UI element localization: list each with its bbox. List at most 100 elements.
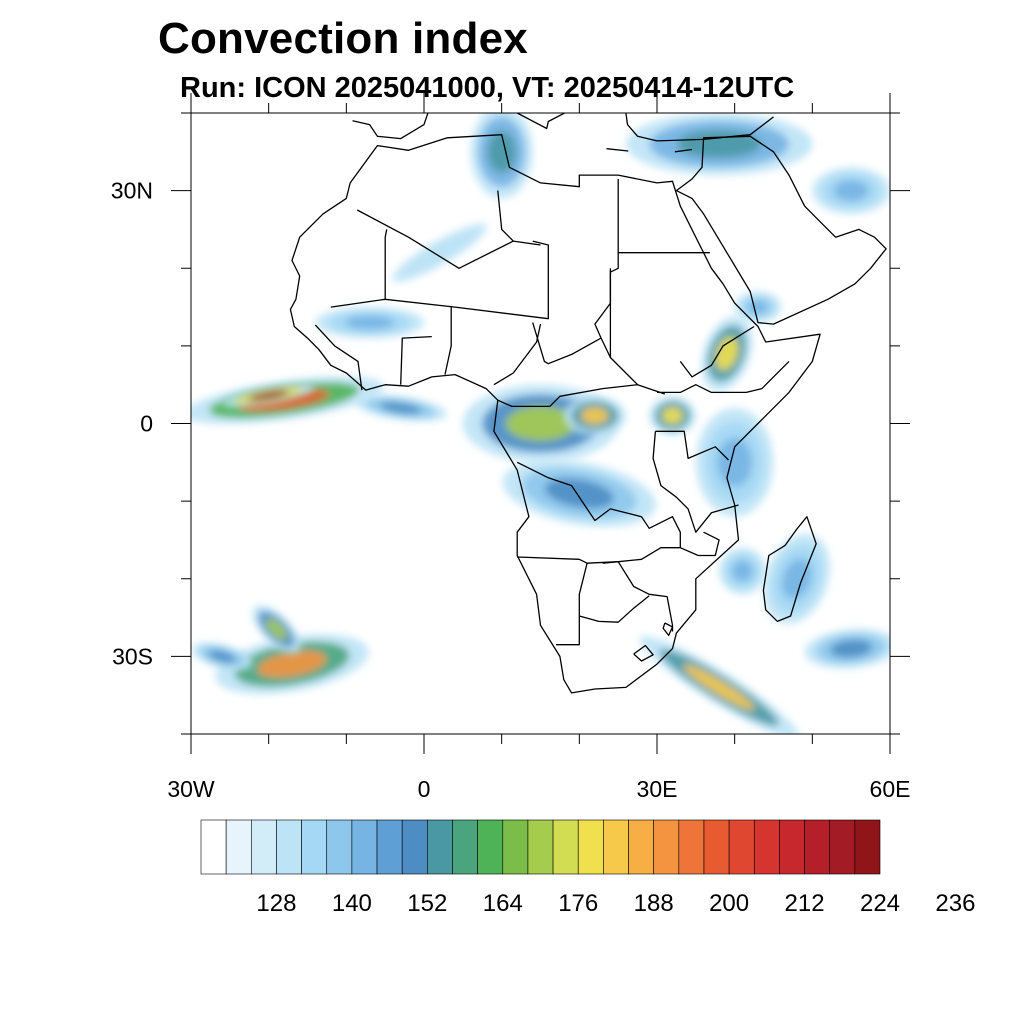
country-border — [497, 399, 550, 408]
colorbar-label: 164 — [483, 890, 523, 917]
coastline-arabia — [675, 135, 887, 325]
coastline-cyprus — [674, 148, 693, 153]
country-border — [662, 622, 674, 637]
colorbar-swatch — [829, 819, 856, 875]
country-border — [549, 384, 638, 407]
field-mozambique-channel — [719, 547, 766, 595]
lon-tick-label: 30E — [637, 776, 678, 802]
country-border — [497, 190, 514, 242]
colorbar-swatch — [527, 819, 554, 875]
lon-tick-label: 30W — [167, 776, 215, 802]
lat-tick-label: 30N — [111, 178, 153, 204]
colorbar-swatch — [653, 819, 680, 875]
field-lake-victoria — [649, 396, 696, 436]
colorbar-label: 236 — [935, 890, 975, 917]
colorbar-swatch — [703, 819, 730, 875]
colorbar-swatch — [376, 819, 403, 875]
field-mediterranean-east — [625, 113, 813, 176]
field-east-africa-coast — [695, 407, 774, 517]
country-border — [356, 209, 541, 269]
field-south-atlantic-storm — [215, 634, 369, 695]
colorbar-swatch — [728, 819, 755, 875]
page-subtitle: Run: ICON 2025041000, VT: 20250414-12UTC — [180, 72, 795, 104]
field-arabia-southeast — [812, 167, 890, 214]
field-equatorial-atlantic-tail — [354, 394, 447, 422]
country-border — [400, 335, 432, 385]
country-border — [594, 179, 666, 395]
colorbar-swatch — [552, 819, 579, 875]
colorbar-swatch — [452, 819, 478, 875]
axis-ticks: 30N 0 30S 30W 0 30E 60E — [111, 93, 911, 802]
colorbar-swatch — [477, 819, 504, 875]
country-border — [532, 322, 602, 365]
field-southern-africa-front — [639, 636, 799, 734]
colorbar-swatch — [427, 819, 453, 875]
field-sahara-streak — [392, 223, 487, 282]
colorbar-swatch — [351, 819, 378, 875]
field-south-indian-ocean — [804, 628, 890, 669]
country-border — [617, 561, 674, 632]
field-west-africa-coast — [315, 307, 424, 339]
coastline-madagascar — [762, 516, 817, 623]
field-yemen — [734, 291, 782, 323]
colorbar-swatch — [401, 819, 428, 875]
country-border — [657, 360, 790, 394]
field-equatorial-atlantic-core — [222, 383, 315, 408]
country-border — [556, 563, 588, 646]
colorbar-swatch — [779, 819, 805, 875]
colorbar-swatch — [678, 819, 705, 875]
country-border — [517, 556, 619, 564]
coastline-turkey — [625, 113, 774, 142]
field-south-atlantic-west — [191, 642, 253, 671]
colorbar-swatch — [804, 819, 831, 875]
country-border — [633, 644, 654, 662]
colorbar-label: 200 — [709, 890, 749, 917]
country-border — [314, 324, 363, 391]
country-border — [652, 431, 739, 533]
field-north-africa-plume — [470, 113, 533, 199]
colorbar-label: 212 — [785, 890, 825, 917]
colorbar-swatch — [577, 819, 604, 875]
colorbar-swatch — [753, 819, 780, 875]
country-borders — [289, 113, 887, 694]
field-central-africa-south — [502, 459, 657, 527]
country-border — [444, 307, 452, 375]
colorbar-swatch — [301, 819, 328, 875]
colorbar-label: 128 — [256, 890, 296, 917]
lat-tick-label: 0 — [140, 411, 153, 437]
lat-tick-label: 30S — [112, 643, 153, 669]
country-border — [680, 531, 720, 557]
colorbar-label: 224 — [860, 890, 900, 917]
page-title: Convection index — [158, 14, 528, 63]
coastline-crete — [606, 148, 629, 152]
country-border — [493, 323, 542, 386]
colorbar-swatch — [276, 819, 302, 875]
field-south-atlantic-arm — [252, 605, 301, 654]
country-border — [330, 240, 549, 320]
colorbar-swatch — [200, 819, 227, 875]
colorbar-label: 140 — [332, 890, 372, 917]
colorbar-label: 188 — [634, 890, 674, 917]
country-border — [655, 430, 729, 461]
field-congo-east — [563, 396, 626, 436]
colorbar: 128 140 152 164 176 188 200 212 224 236 — [200, 819, 975, 917]
colorbar-swatch — [225, 819, 252, 875]
coastline-italy — [516, 113, 567, 130]
lon-tick-label: 60E — [870, 776, 911, 802]
colorbar-label: 152 — [407, 890, 447, 917]
lon-tick-label: 0 — [418, 776, 431, 802]
country-border — [516, 461, 681, 564]
country-border — [579, 595, 650, 623]
country-border — [384, 229, 388, 300]
colorbar-swatch — [628, 819, 654, 875]
convection-field-layer — [191, 113, 890, 734]
country-border — [679, 325, 755, 378]
coastline-iberia — [352, 113, 429, 140]
colorbar-swatch — [502, 819, 529, 875]
colorbar-swatch — [603, 819, 629, 875]
colorbar-swatch — [854, 819, 881, 875]
field-ethiopian-highlands — [701, 316, 753, 391]
colorbar-label: 176 — [558, 890, 598, 917]
colorbar-swatch — [250, 819, 277, 875]
